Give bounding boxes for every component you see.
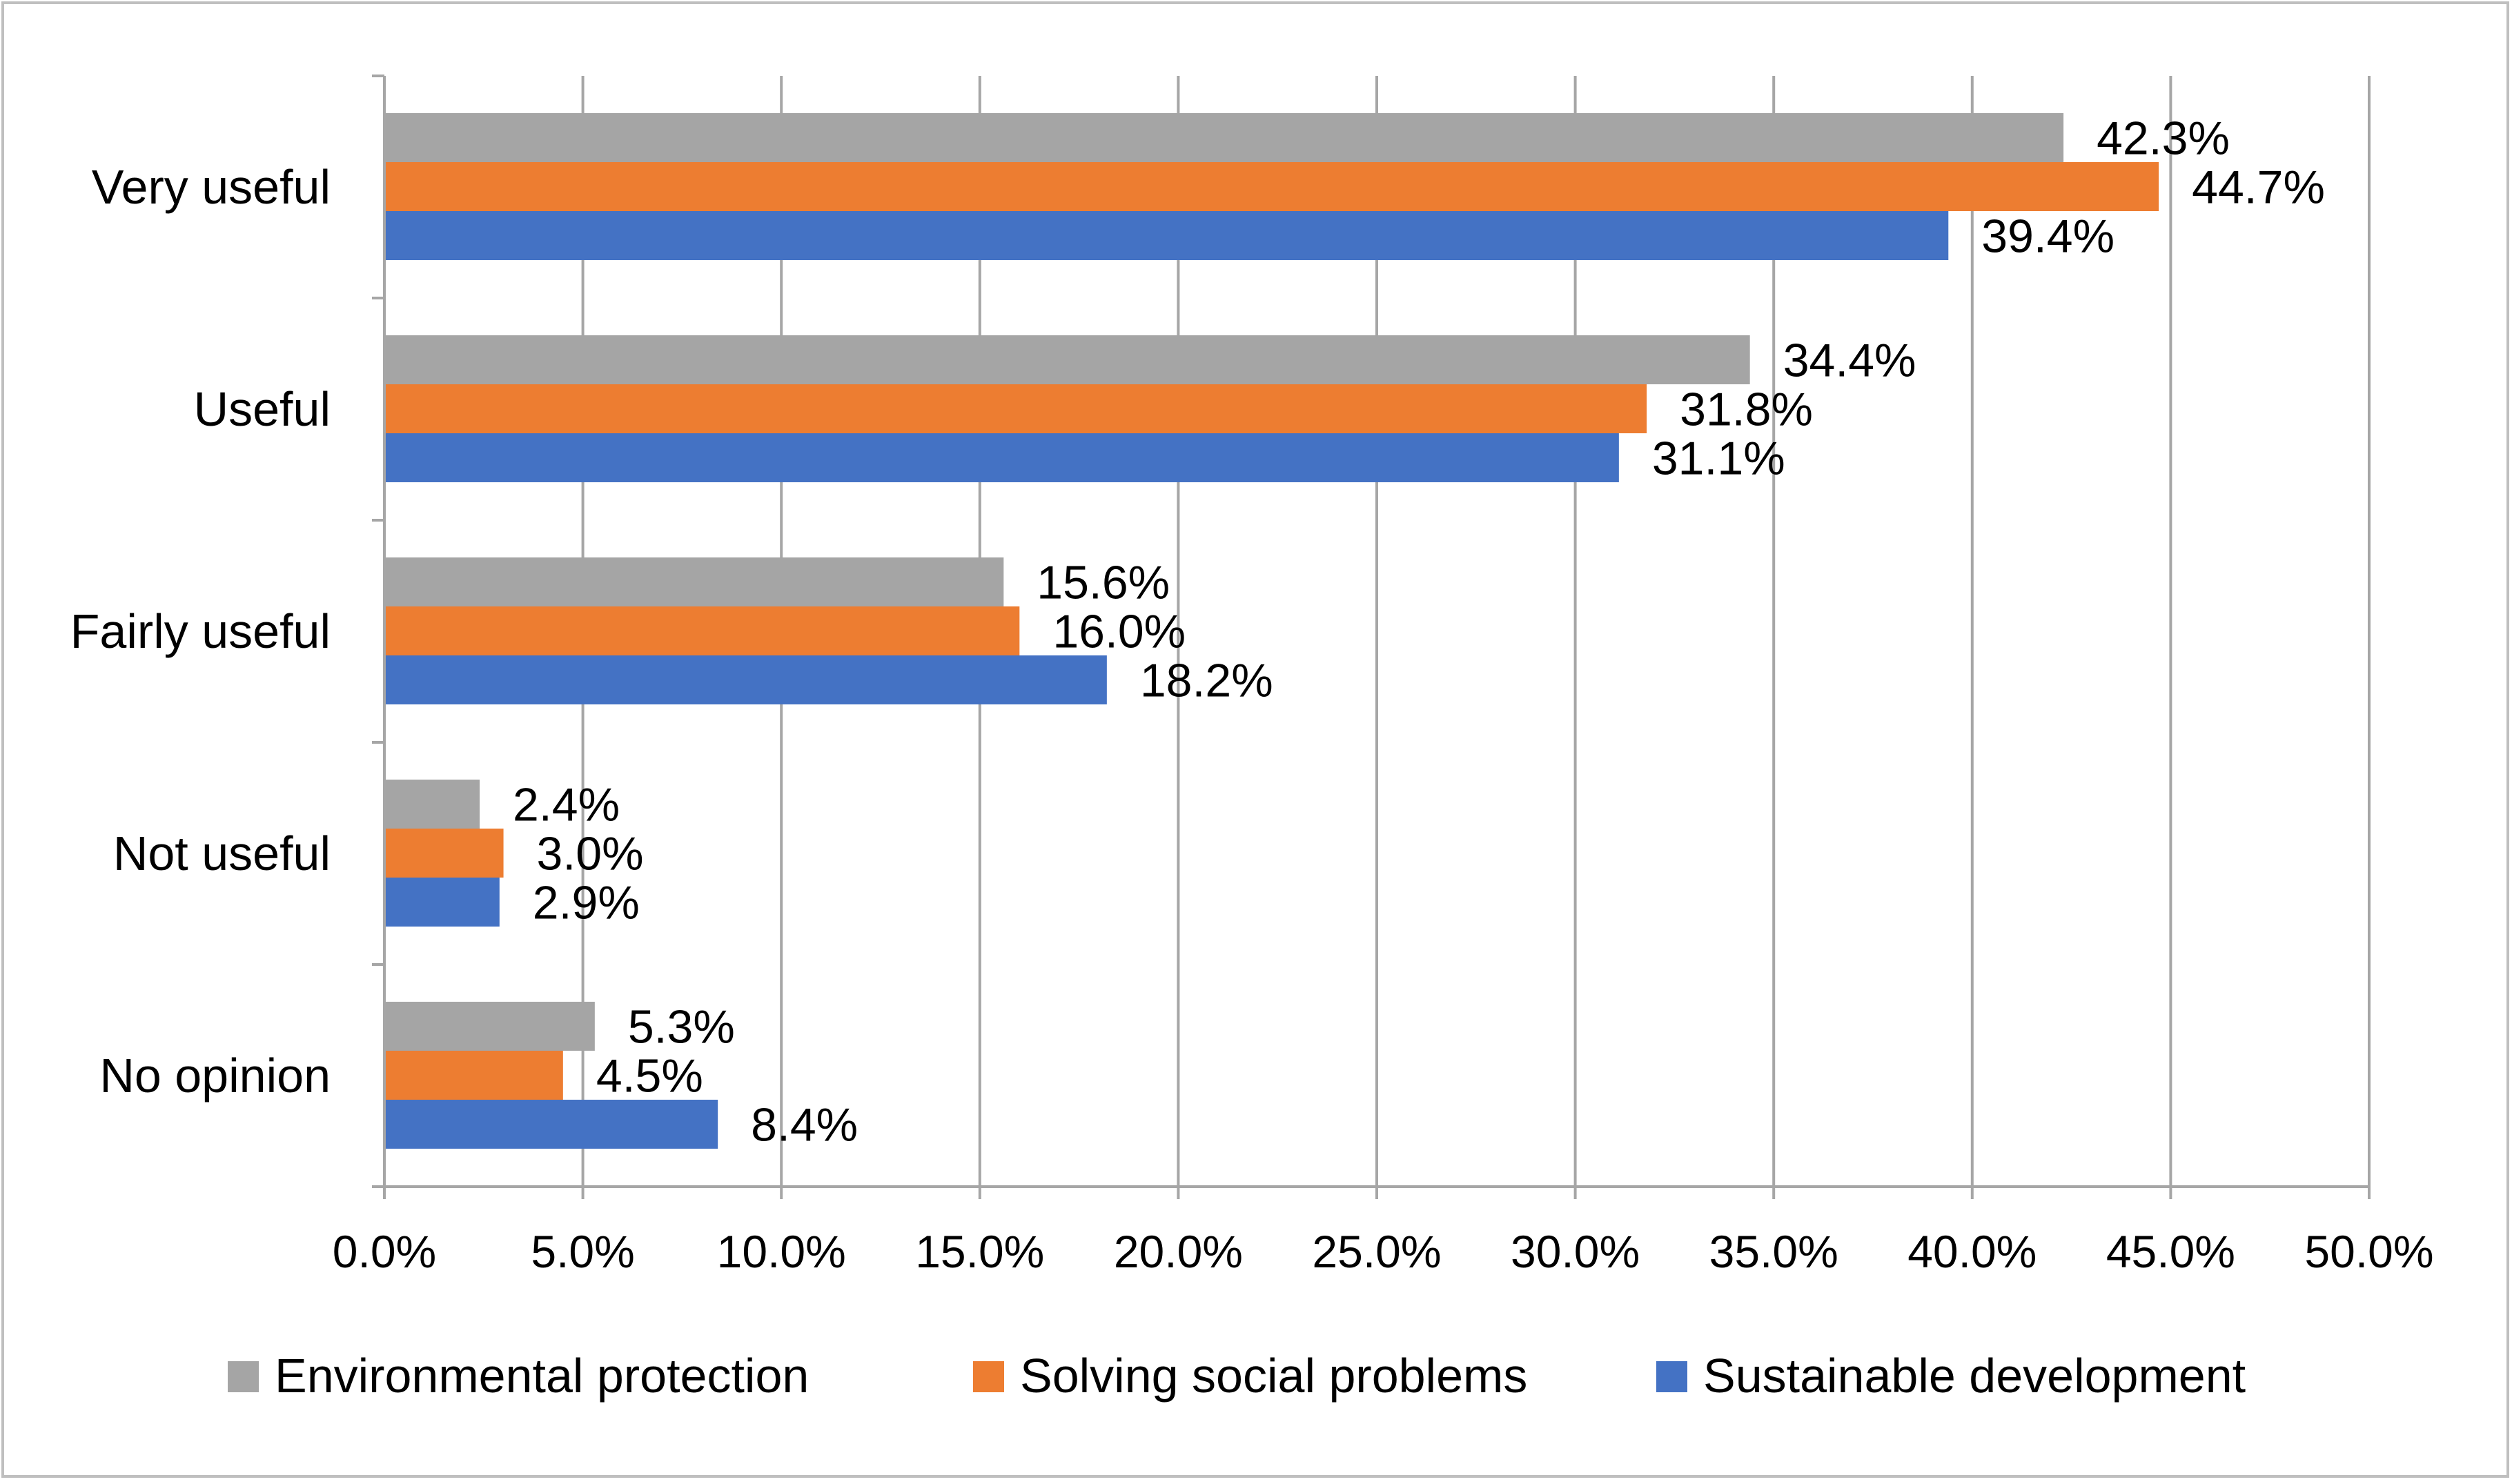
bar-solving-social-problems (384, 1051, 563, 1100)
category-label: Very useful (92, 160, 331, 214)
x-tick-label: 50.0% (2304, 1226, 2433, 1277)
data-label: 3.0% (537, 828, 644, 880)
data-label: 34.4% (1783, 335, 1916, 387)
bar-environmental-protection (384, 780, 480, 829)
x-tick-label: 10.0% (717, 1226, 846, 1277)
data-label: 42.3% (2097, 112, 2230, 165)
legend-swatch (973, 1361, 1004, 1392)
bar-environmental-protection (384, 113, 2064, 162)
x-tick-label: 5.0% (531, 1226, 634, 1277)
bar-sustainable-development (384, 433, 1619, 482)
x-tick-label: 30.0% (1511, 1226, 1640, 1277)
bars (384, 113, 2159, 1149)
x-tick-label: 40.0% (1907, 1226, 2037, 1277)
bar-sustainable-development (384, 655, 1107, 704)
bar-sustainable-development (384, 1100, 718, 1149)
bar-solving-social-problems (384, 384, 1647, 433)
gridlines (581, 76, 2371, 1187)
legend-swatch (1656, 1361, 1687, 1392)
data-label: 39.4% (1981, 210, 2114, 263)
bar-environmental-protection (384, 335, 1750, 384)
data-label: 15.6% (1037, 557, 1170, 609)
data-label: 18.2% (1140, 655, 1273, 707)
bar-solving-social-problems (384, 162, 2159, 211)
category-label: Useful (194, 382, 331, 436)
x-tick-label: 15.0% (915, 1226, 1044, 1277)
data-label: 5.3% (628, 1001, 735, 1053)
data-label: 8.4% (751, 1099, 858, 1151)
data-label: 31.8% (1680, 384, 1813, 436)
bar-sustainable-development (384, 211, 1949, 260)
category-label: Not useful (113, 827, 331, 880)
x-tick-label: 35.0% (1709, 1226, 1838, 1277)
data-label: 16.0% (1052, 606, 1186, 658)
category-label: No opinion (99, 1049, 331, 1102)
bar-environmental-protection (384, 557, 1004, 606)
legend-label: Environmental protection (275, 1349, 809, 1403)
axes: 0.0% 5.0% 10.0% 15.0% 20.0% 25.0% 30.0% 35.0% 40… (70, 75, 2434, 1277)
bar-environmental-protection (384, 1002, 595, 1051)
legend-label: Solving social problems (1020, 1349, 1527, 1403)
x-tick-label: 20.0% (1114, 1226, 1243, 1277)
x-tick-label: 25.0% (1312, 1226, 1441, 1277)
data-labels: 42.3%44.7% 39.4% 34.4%31.8%31.1% 15.6%16.0%… (513, 112, 2325, 1151)
category-label: Fairly useful (70, 604, 331, 658)
legend-label: Sustainable development (1703, 1349, 2246, 1403)
data-label: 2.4% (513, 779, 620, 831)
data-label: 31.1% (1652, 433, 1785, 485)
bar-solving-social-problems (384, 829, 504, 878)
bar-solving-social-problems (384, 606, 1020, 655)
legend-swatch (228, 1361, 259, 1392)
data-label: 2.9% (533, 877, 640, 929)
x-tick-label: 45.0% (2106, 1226, 2235, 1277)
data-label: 4.5% (596, 1050, 703, 1102)
legend: Environmental protection Solving social p… (228, 1349, 2246, 1403)
bar-sustainable-development (384, 878, 500, 927)
data-label: 44.7% (2192, 161, 2325, 214)
x-tick-label: 0.0% (333, 1226, 436, 1277)
